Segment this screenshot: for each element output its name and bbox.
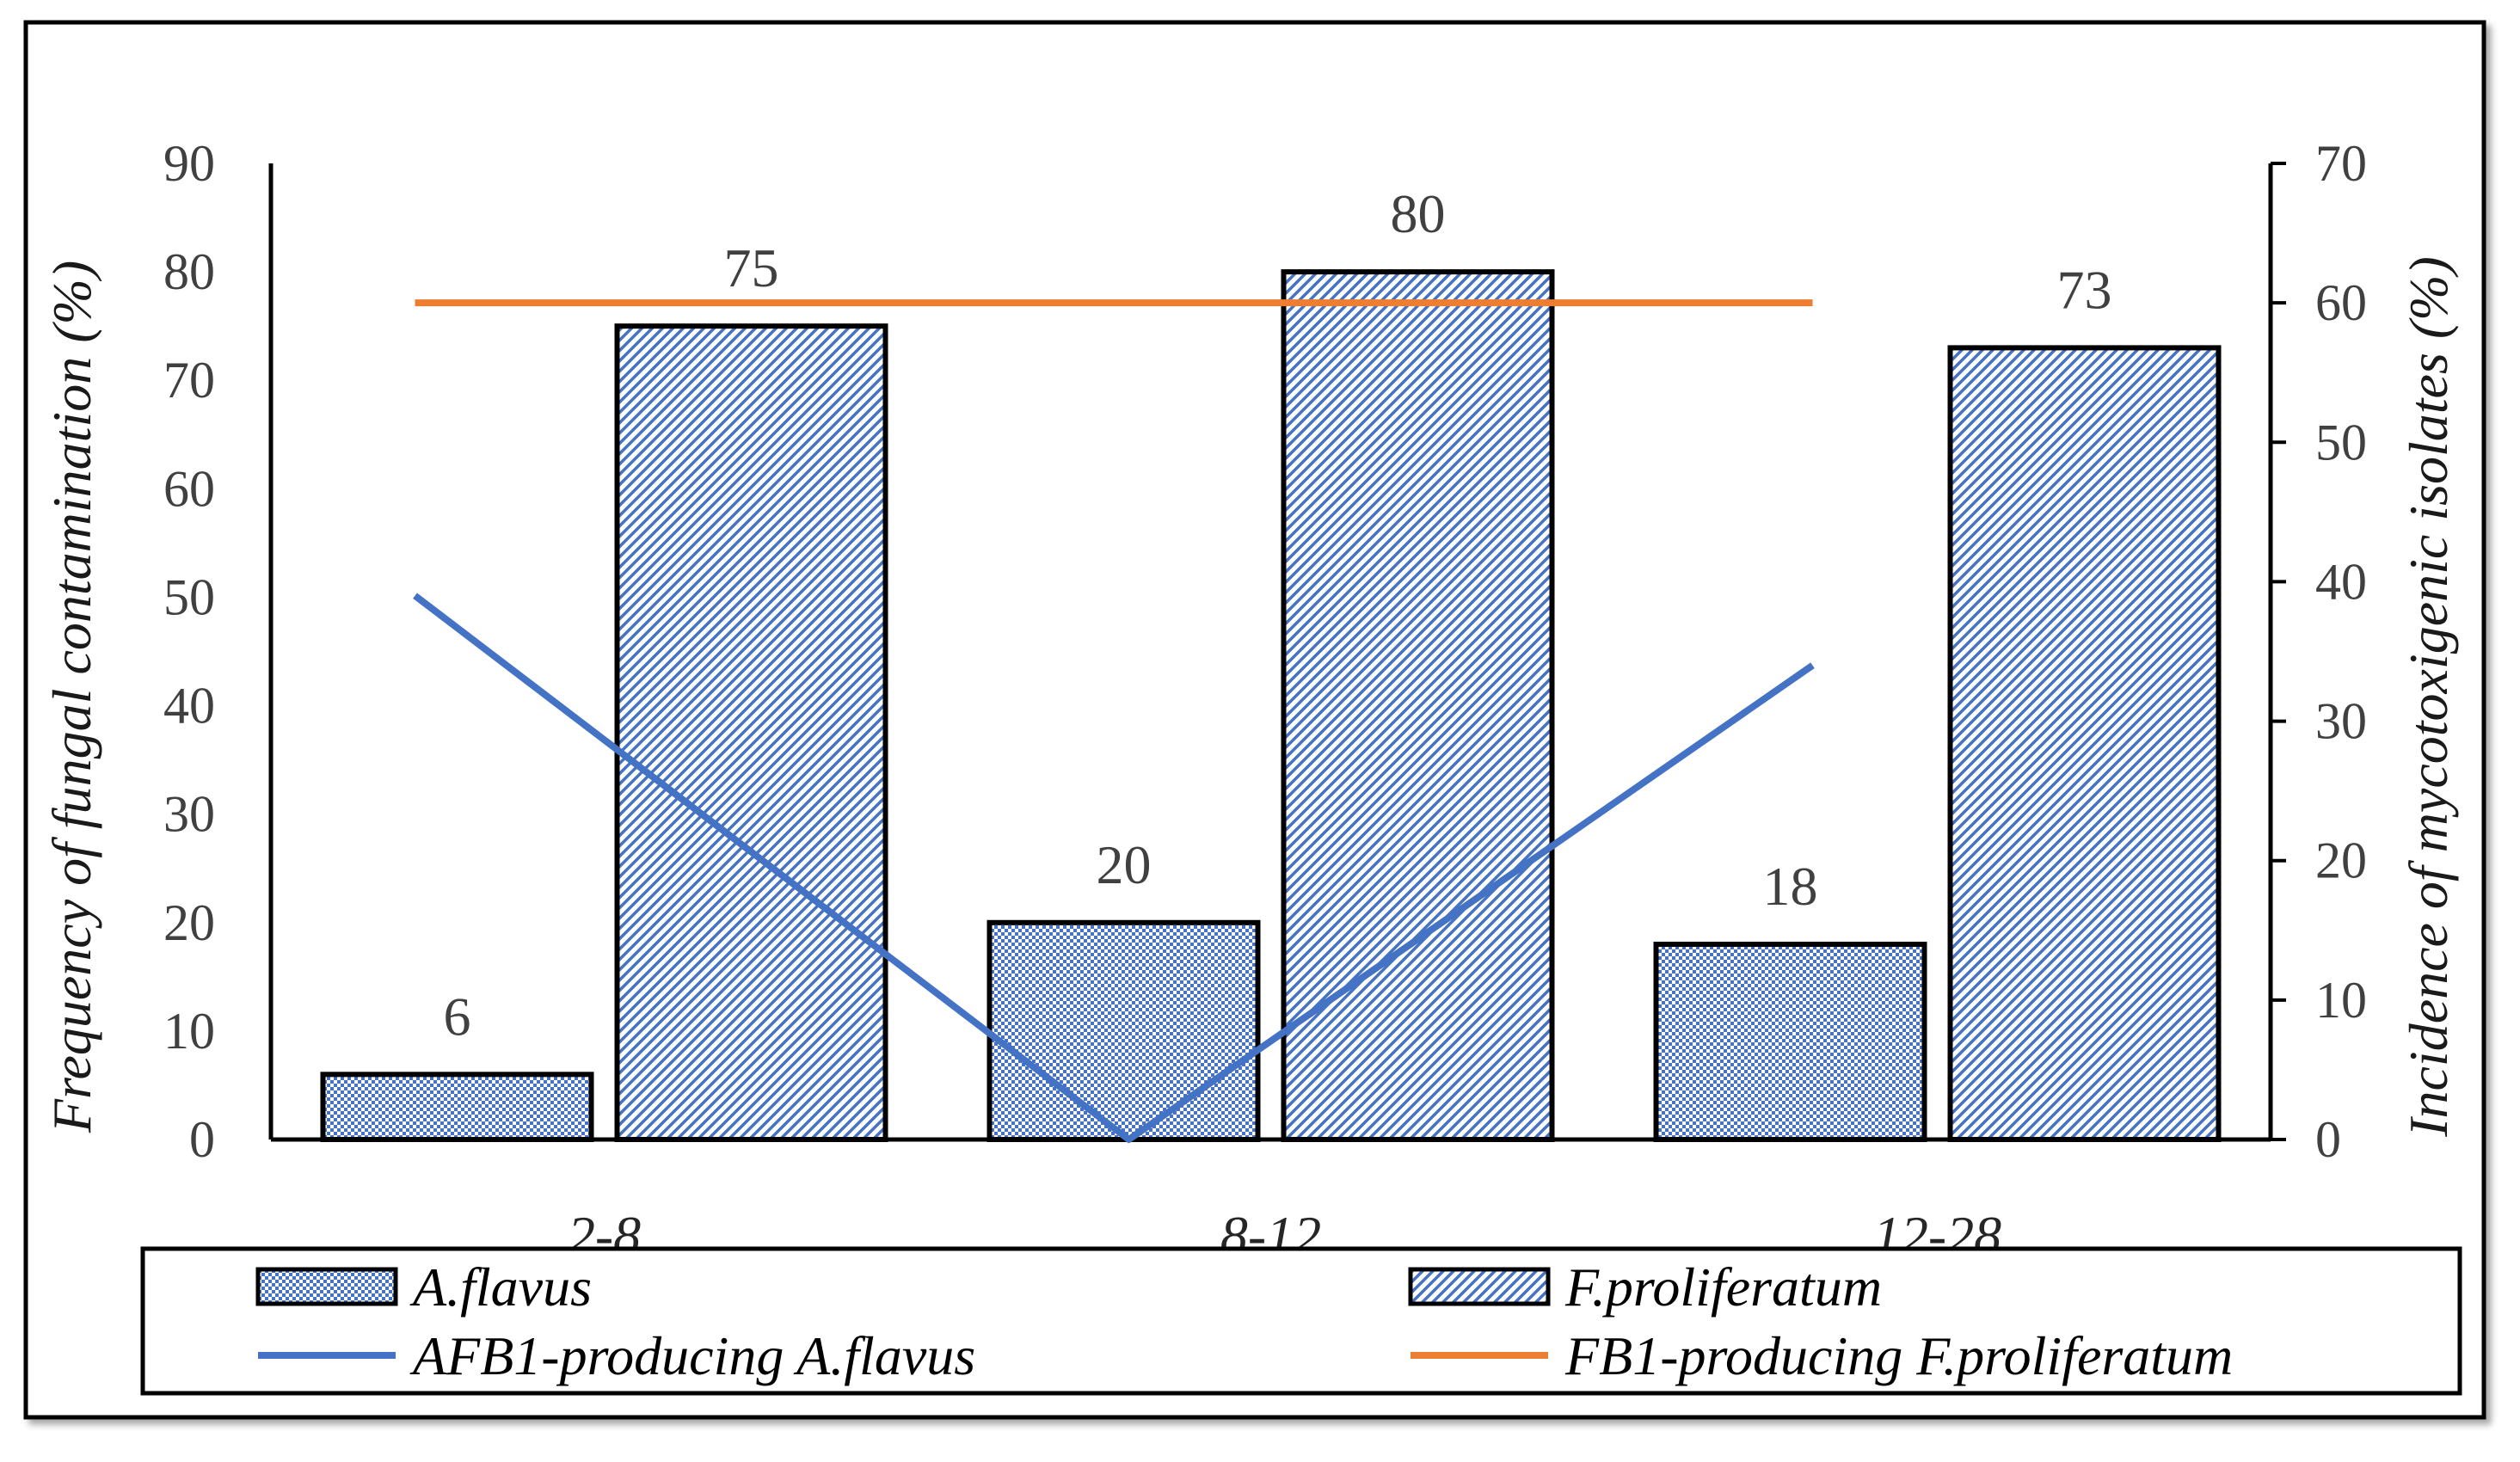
y2-tick-label: 60 xyxy=(2315,274,2367,331)
legend-box xyxy=(140,1246,2462,1396)
line-afb1-producing-a-flavus xyxy=(413,593,1815,1143)
legend-label-a-flavus: A.flavus xyxy=(409,1256,592,1318)
legend: A.flavus F.proliferatum AFB1-producing A.f… xyxy=(140,1246,2462,1396)
data-label: 6 xyxy=(444,986,471,1047)
bar-f-proliferatum xyxy=(614,323,888,1142)
y-tick-label: 80 xyxy=(163,243,215,300)
y2-tick-label: 20 xyxy=(2315,832,2367,889)
y2-axis-title: Incidence of mycotoxigenic isolates (%) xyxy=(2398,256,2459,1138)
y2-tick-label: 40 xyxy=(2315,553,2367,610)
bar-f-proliferatum xyxy=(1947,345,2222,1142)
y2-tick-label: 0 xyxy=(2315,1111,2341,1168)
bar-a-flavus xyxy=(986,919,1261,1143)
bars xyxy=(320,269,2222,1143)
bar-f-proliferatum xyxy=(1281,269,1555,1143)
bar-a-flavus xyxy=(1653,942,1927,1142)
y-tick-label: 20 xyxy=(163,894,215,951)
legend-label-f-proliferatum: F.proliferatum xyxy=(1564,1256,1882,1318)
data-label: 18 xyxy=(1763,856,1818,917)
y-tick-label: 70 xyxy=(163,352,215,408)
legend-swatch-a-flavus xyxy=(255,1267,398,1306)
y-tick-label: 0 xyxy=(189,1111,215,1168)
data-label: 75 xyxy=(724,237,779,298)
y2-tick-label: 70 xyxy=(2315,135,2367,192)
y-tick-label: 40 xyxy=(163,678,215,734)
data-labels: 6 20 18 75 80 73 xyxy=(444,183,2112,1047)
data-label: 73 xyxy=(2057,259,2112,320)
y-tick-label: 50 xyxy=(163,568,215,625)
legend-swatch-f-proliferatum xyxy=(1408,1267,1551,1306)
data-label: 20 xyxy=(1097,834,1152,895)
y2-tick-label: 10 xyxy=(2315,972,2367,1029)
bar-a-flavus xyxy=(320,1072,594,1143)
legend-label-afb1-producing-a-flavus: AFB1-producing A.flavus xyxy=(409,1325,975,1386)
series-lines xyxy=(413,299,1815,1143)
y-axis-title: Frequency of fungal contamination (%) xyxy=(41,261,102,1133)
y-tick-label: 90 xyxy=(163,135,215,192)
y2-tick-label: 30 xyxy=(2315,693,2367,750)
legend-label-fb1-producing-f-proliferatum: FB1-producing F.proliferatum xyxy=(1564,1325,2233,1386)
y-tick-label: 10 xyxy=(163,1003,215,1060)
data-label: 80 xyxy=(1391,183,1446,244)
y-tick-label: 60 xyxy=(163,460,215,517)
y2-tick-label: 50 xyxy=(2315,414,2367,470)
y-tick-label: 30 xyxy=(163,786,215,843)
